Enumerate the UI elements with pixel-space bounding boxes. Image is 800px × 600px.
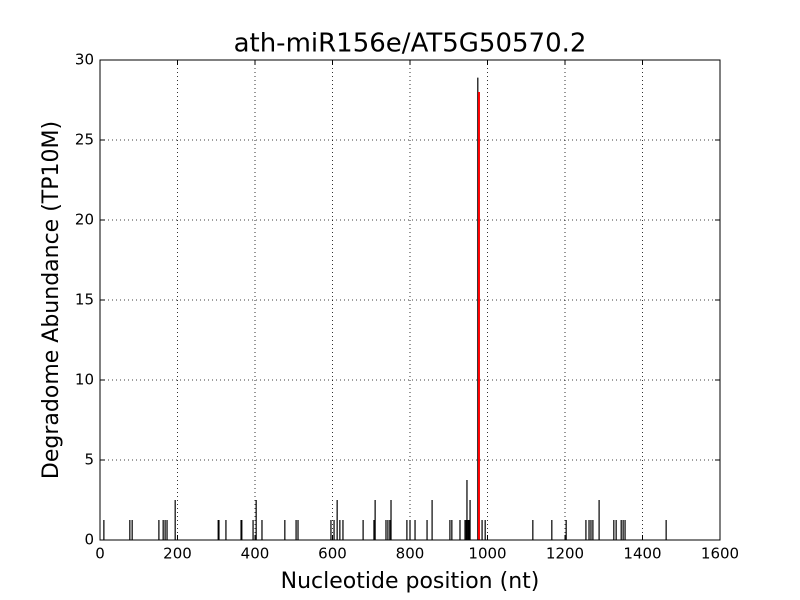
y-tick-label: 5 [84,451,94,469]
x-tick-label: 600 [318,545,347,563]
plot-frame [99,59,721,541]
y-tick-label: 15 [75,291,94,309]
x-tick-label: 400 [241,545,270,563]
x-tick-label: 1200 [546,545,584,563]
x-tick-label: 1000 [468,545,506,563]
x-tick-label: 800 [396,545,425,563]
x-tick-label: 200 [163,545,192,563]
y-tick-label: 10 [75,371,94,389]
y-tick-label: 20 [75,211,94,229]
y-tick-label: 30 [75,51,94,69]
y-tick-label: 25 [75,131,94,149]
y-axis-label: Degradome Abundance (TP10M) [39,121,64,479]
x-axis-label: Nucleotide position (nt) [281,569,540,594]
x-tick-label: 0 [95,545,105,563]
x-tick-label: 1600 [701,545,739,563]
y-tick-label: 0 [84,531,94,549]
x-tick-label: 1400 [623,545,661,563]
chart-title: ath-miR156e/AT5G50570.2 [234,29,587,59]
